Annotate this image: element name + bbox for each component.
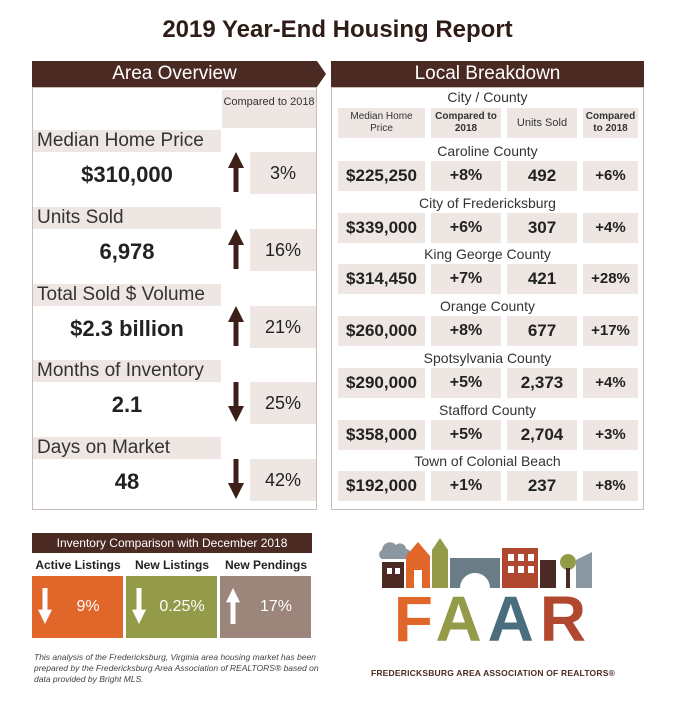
county-median: $358,000 bbox=[338, 419, 425, 450]
county-median-pct: +8% bbox=[431, 161, 501, 191]
arrow-down-icon bbox=[228, 459, 244, 504]
county-units-pct: +4% bbox=[583, 212, 638, 243]
faar-tagline: FREDERICKSBURG AREA ASSOCIATION OF REALT… bbox=[370, 668, 616, 678]
inventory-item-pct: 17% bbox=[259, 598, 293, 615]
faar-letter-f: F bbox=[393, 583, 436, 655]
inventory-item-pct: 9% bbox=[76, 598, 100, 615]
area-metric-value: 48 bbox=[114, 469, 140, 494]
faar-letter-a2: A bbox=[487, 583, 540, 655]
county-median-pct: +5% bbox=[431, 367, 501, 398]
page-title: 2019 Year-End Housing Report bbox=[162, 16, 513, 43]
faar-letter-a1: A bbox=[435, 583, 488, 655]
county-units-pct: +4% bbox=[583, 367, 638, 398]
col-units-header: Units Sold bbox=[507, 108, 577, 138]
county-median: $260,000 bbox=[338, 316, 425, 347]
arrow-up-icon bbox=[228, 306, 244, 351]
arrow-down-icon bbox=[228, 382, 244, 427]
county-name: Stafford County bbox=[438, 401, 537, 418]
county-name: King George County bbox=[424, 246, 551, 263]
county-name: Spotsylvania County bbox=[423, 349, 552, 366]
col-compared-header: Compared to 2018 bbox=[431, 108, 501, 138]
county-units-pct: +17% bbox=[583, 316, 638, 347]
faar-letter-r: R bbox=[539, 583, 593, 655]
inventory-item-pct: 0.25% bbox=[159, 598, 205, 615]
county-units: 2,373 bbox=[507, 367, 577, 398]
col-compared2-header: Compared to 2018 bbox=[583, 108, 638, 138]
area-metric-pct: 25% bbox=[250, 382, 316, 424]
county-median: $225,250 bbox=[338, 161, 425, 191]
county-units: 307 bbox=[507, 212, 577, 243]
area-metric-label: Total Sold $ Volume bbox=[33, 284, 221, 306]
county-median: $314,450 bbox=[338, 264, 425, 295]
county-units: 492 bbox=[507, 161, 577, 191]
inventory-item-label: Active Listings bbox=[35, 558, 121, 572]
county-units: 2,704 bbox=[507, 419, 577, 450]
county-units: 421 bbox=[507, 264, 577, 295]
county-median: $290,000 bbox=[338, 367, 425, 398]
faar-logo-letters: FAAR bbox=[378, 582, 608, 656]
county-units-pct: +28% bbox=[583, 264, 638, 295]
county-median: $339,000 bbox=[338, 212, 425, 243]
inventory-item-label: New Pendings bbox=[224, 558, 307, 572]
area-compared-header: Compared to 2018 bbox=[222, 90, 316, 128]
arrow-up-icon bbox=[228, 152, 244, 197]
area-metric-value: 2.1 bbox=[111, 392, 143, 417]
area-metric-label: Units Sold bbox=[33, 207, 221, 229]
area-overview-header: Area Overview bbox=[32, 61, 317, 87]
area-metric-pct: 42% bbox=[250, 459, 316, 501]
arrow-up-icon bbox=[228, 229, 244, 274]
inventory-header: Inventory Comparison with December 2018 bbox=[32, 533, 312, 553]
col-median-header: Median Home Price bbox=[338, 108, 425, 138]
footnote: This analysis of the Fredericksburg, Vir… bbox=[34, 652, 319, 684]
county-units-pct: +8% bbox=[583, 471, 638, 502]
county-units-pct: +3% bbox=[583, 419, 638, 450]
area-metric-value: 6,978 bbox=[99, 239, 155, 264]
arrow-down-icon bbox=[132, 588, 146, 629]
county-median-pct: +6% bbox=[431, 212, 501, 243]
county-units: 677 bbox=[507, 316, 577, 347]
county-median-pct: +5% bbox=[431, 419, 501, 450]
area-metric-value: $310,000 bbox=[81, 162, 173, 187]
county-units-pct: +6% bbox=[583, 161, 638, 191]
area-overview-panel bbox=[32, 87, 317, 510]
area-metric-label: Months of Inventory bbox=[33, 360, 221, 382]
county-name: Caroline County bbox=[437, 143, 538, 159]
area-metric-label: Days on Market bbox=[33, 437, 221, 459]
area-metric-value: $2.3 billion bbox=[70, 316, 184, 341]
faar-logo-houses bbox=[379, 538, 592, 588]
arrow-up-icon bbox=[226, 588, 240, 629]
city-county-label: City / County bbox=[447, 89, 528, 105]
county-median-pct: +7% bbox=[431, 264, 501, 295]
area-metric-pct: 3% bbox=[250, 152, 316, 194]
inventory-item-label: New Listings bbox=[134, 558, 209, 572]
county-median: $192,000 bbox=[338, 471, 425, 502]
local-breakdown-header: Local Breakdown bbox=[331, 61, 644, 87]
county-name: City of Fredericksburg bbox=[419, 194, 556, 211]
county-units: 237 bbox=[507, 471, 577, 502]
area-header-arrow bbox=[317, 61, 326, 87]
arrow-down-icon bbox=[38, 588, 52, 629]
county-name: Orange County bbox=[440, 298, 535, 315]
area-metric-pct: 21% bbox=[250, 306, 316, 348]
county-median-pct: +8% bbox=[431, 316, 501, 347]
county-median-pct: +1% bbox=[431, 471, 501, 502]
local-breakdown-panel bbox=[331, 87, 644, 510]
area-metric-pct: 16% bbox=[250, 229, 316, 271]
county-name: Town of Colonial Beach bbox=[414, 453, 561, 470]
area-metric-label: Median Home Price bbox=[33, 130, 221, 152]
